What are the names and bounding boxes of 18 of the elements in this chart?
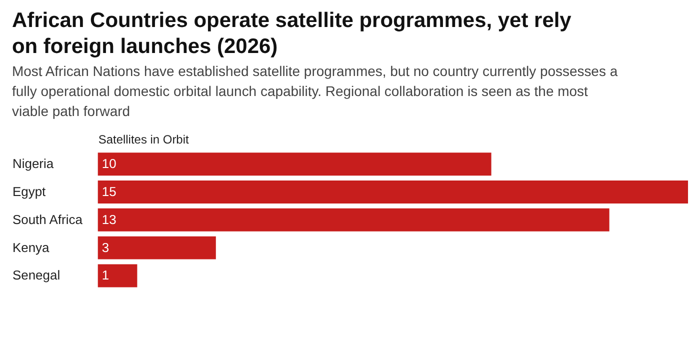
y-tick-label: Egypt (12, 184, 46, 199)
data-label: 13 (102, 212, 116, 227)
bar (98, 264, 138, 288)
y-tick-label: Kenya (12, 240, 50, 255)
bar (98, 180, 688, 204)
x-axis-title: Satellites in Orbit (98, 132, 190, 147)
bar (98, 236, 216, 260)
data-label: 10 (102, 156, 116, 172)
data-label: 1 (102, 268, 110, 283)
bar (98, 208, 610, 232)
y-tick-label: Nigeria (12, 156, 54, 172)
chart-subtitle: Most African Nations have established satellite programmes, but no country currently possesses a fully operational domestic orbital launch capability. Regional collaboration is seen as the most viable path forward (12, 63, 618, 120)
data-label: 15 (102, 184, 116, 199)
chart-title: African Countries operate satellite programmes, yet rely on foreign launches (2026) (12, 9, 572, 58)
data-label: 3 (102, 240, 110, 255)
y-tick-label: Senegal (12, 268, 60, 283)
bar (98, 152, 492, 176)
y-tick-label: South Africa (12, 212, 84, 227)
